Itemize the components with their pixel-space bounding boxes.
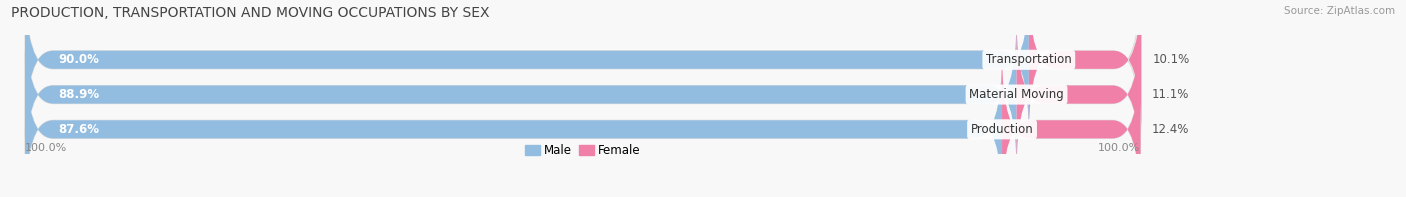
Text: Material Moving: Material Moving [969,88,1064,101]
Text: 100.0%: 100.0% [1098,143,1140,153]
Text: 10.1%: 10.1% [1153,53,1189,66]
FancyBboxPatch shape [1017,17,1140,172]
Text: 100.0%: 100.0% [25,143,67,153]
FancyBboxPatch shape [25,0,1140,138]
Legend: Male, Female: Male, Female [520,139,645,162]
FancyBboxPatch shape [25,51,1140,197]
FancyBboxPatch shape [1002,51,1140,197]
FancyBboxPatch shape [25,17,1017,172]
FancyBboxPatch shape [25,51,1002,197]
Text: 88.9%: 88.9% [59,88,100,101]
Text: 90.0%: 90.0% [59,53,100,66]
Text: 11.1%: 11.1% [1152,88,1189,101]
FancyBboxPatch shape [1029,0,1142,138]
Text: PRODUCTION, TRANSPORTATION AND MOVING OCCUPATIONS BY SEX: PRODUCTION, TRANSPORTATION AND MOVING OC… [11,6,489,20]
FancyBboxPatch shape [25,0,1029,138]
Text: Source: ZipAtlas.com: Source: ZipAtlas.com [1284,6,1395,16]
Text: Transportation: Transportation [986,53,1071,66]
FancyBboxPatch shape [25,17,1140,172]
Text: Production: Production [970,123,1033,136]
Text: 87.6%: 87.6% [59,123,100,136]
Text: 12.4%: 12.4% [1152,123,1189,136]
